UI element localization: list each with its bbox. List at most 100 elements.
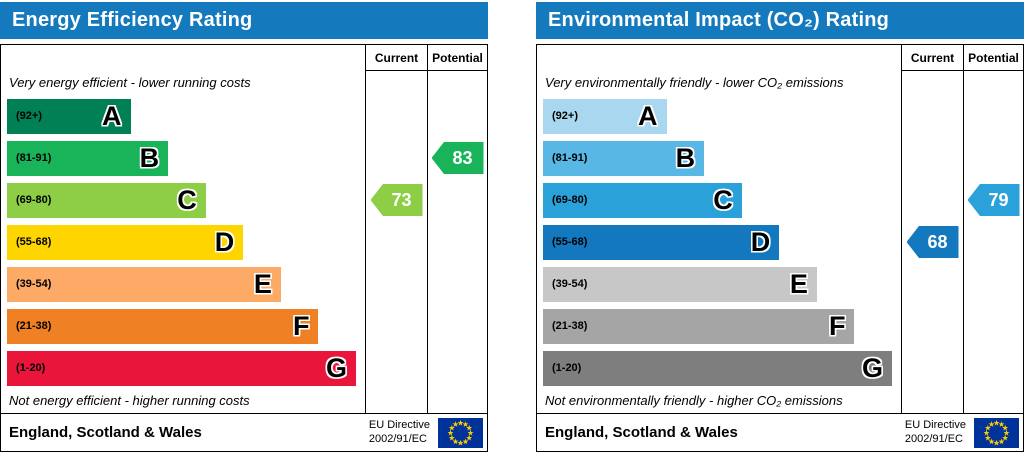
band-bar-b: (81-91) B [543,140,705,176]
band-letter: F [292,310,310,341]
band-bar-f: (21-38) F [7,308,319,344]
co2-bands-column: Very environmentally friendly - lower CO… [537,71,901,413]
band-bar-c: (69-80) C [7,182,206,218]
band-bar-g: (1-20) G [543,350,893,386]
band-letter: D [214,226,235,257]
bottom-caption: Not energy efficient - higher running co… [9,393,250,408]
bottom-caption: Not environmentally friendly - higher CO… [545,393,843,408]
co2-chart-footer: England, Scotland & Wales EU Directive 2… [537,413,1023,451]
band-row-f: (21-38) F [543,305,901,347]
eu-directive-label: EU Directive 2002/91/EC [905,419,966,447]
co2-band-list: (92+) A (81-91) B (69-80) C (55-68) D (39-54) E (2… [537,95,901,389]
band-range-label: (81-91) [552,152,588,164]
band-range-label: (21-38) [16,320,52,332]
band-range-label: (81-91) [16,152,52,164]
region-label: England, Scotland & Wales [545,424,738,441]
energy-chart-body: Very energy efficient - lower running co… [1,71,487,413]
co2-current-value-column: 68 [901,71,963,413]
band-letter: B [139,142,160,173]
band-row-a: (92+) A [7,95,365,137]
band-row-b: (81-91) B [543,137,901,179]
band-bar-d: (55-68) D [7,224,244,260]
band-letter: F [828,310,846,341]
band-row-c: (69-80) C [7,179,365,221]
band-bar-b: (81-91) B [7,140,169,176]
band-row-a: (92+) A [543,95,901,137]
potential-rating-pointer: 83 [431,142,484,174]
co2-chart-body: Very environmentally friendly - lower CO… [537,71,1023,413]
eu-directive-line1: EU Directive [904,418,966,431]
band-row-f: (21-38) F [7,305,365,347]
band-range-label: (55-68) [16,236,52,248]
band-range-label: (92+) [16,110,42,122]
band-bar-a: (92+) A [7,98,131,134]
energy-potential-value-column: 83 [427,71,487,413]
eu-directive-line2: 2002/91/EC [904,432,963,445]
band-range-label: (39-54) [552,278,588,290]
eu-directive-line2: 2002/91/EC [368,432,427,445]
energy-chart-header: Energy Efficiency Rating [0,2,488,39]
eu-flag-icon [974,417,1019,448]
environmental-impact-chart: Environmental Impact (CO₂) Rating Curren… [536,2,1024,452]
band-bar-e: (39-54) E [7,266,281,302]
energy-chart-footer: England, Scotland & Wales EU Directive 2… [1,413,487,451]
energy-current-value-column: 73 [365,71,427,413]
column-spacer [537,45,901,71]
band-bar-e: (39-54) E [543,266,817,302]
co2-column-headers: Current Potential [537,45,1023,71]
band-range-label: (69-80) [552,194,588,206]
top-caption: Very energy efficient - lower running co… [9,75,251,90]
band-row-c: (69-80) C [543,179,901,221]
band-range-label: (1-20) [552,362,582,374]
co2-potential-value-column: 79 [963,71,1023,413]
column-spacer [1,45,365,71]
band-row-d: (55-68) D [7,221,365,263]
band-letter: G [862,352,884,383]
band-letter: A [102,100,122,131]
band-letter: D [750,226,771,257]
band-row-g: (1-20) G [7,347,365,389]
band-letter: C [713,184,733,215]
co2-chart-frame: Current Potential Very environmentally f… [536,44,1024,452]
energy-bands-column: Very energy efficient - lower running co… [1,71,365,413]
current-column-header: Current [365,45,427,71]
band-bar-a: (92+) A [543,98,667,134]
co2-chart-header: Environmental Impact (CO₂) Rating [536,2,1024,39]
current-rating-pointer: 68 [906,226,959,258]
potential-column-header: Potential [963,45,1023,71]
band-letter: E [789,268,808,299]
energy-chart-frame: Current Potential Very energy efficient … [0,44,488,452]
potential-column-header: Potential [427,45,487,71]
band-bar-c: (69-80) C [543,182,742,218]
region-label: England, Scotland & Wales [9,424,202,441]
band-row-e: (39-54) E [7,263,365,305]
band-range-label: (21-38) [552,320,588,332]
band-row-e: (39-54) E [543,263,901,305]
band-bar-d: (55-68) D [543,224,780,260]
energy-chart-title: Energy Efficiency Rating [12,9,253,31]
top-caption: Very environmentally friendly - lower CO… [545,75,844,90]
energy-efficiency-chart: Energy Efficiency Rating Current Potenti… [0,2,488,452]
band-letter: B [675,142,696,173]
band-range-label: (1-20) [16,362,46,374]
eu-directive-label: EU Directive 2002/91/EC [369,419,430,447]
eu-directive-line1: EU Directive [368,418,430,431]
band-bar-f: (21-38) F [543,308,855,344]
band-range-label: (39-54) [16,278,52,290]
band-letter: G [326,352,348,383]
current-column-header: Current [901,45,963,71]
band-range-label: (69-80) [16,194,52,206]
band-range-label: (55-68) [552,236,588,248]
potential-rating-pointer: 79 [967,184,1020,216]
eu-flag-icon [438,417,483,448]
band-row-d: (55-68) D [543,221,901,263]
band-letter: A [638,100,658,131]
band-row-g: (1-20) G [543,347,901,389]
band-bar-g: (1-20) G [7,350,357,386]
band-row-b: (81-91) B [7,137,365,179]
energy-column-headers: Current Potential [1,45,487,71]
current-rating-pointer: 73 [370,184,423,216]
band-letter: C [177,184,197,215]
band-range-label: (92+) [552,110,578,122]
